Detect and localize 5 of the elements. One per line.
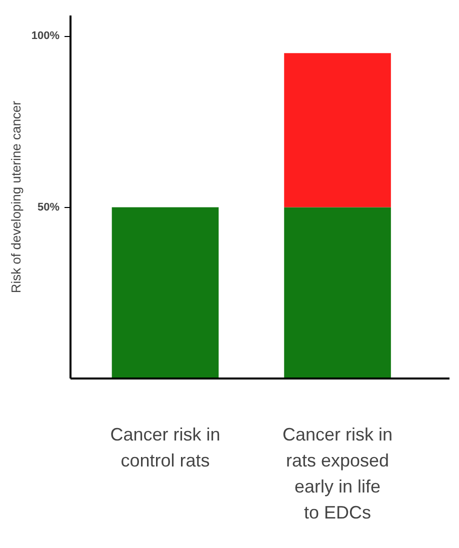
y-tick-label: 100% xyxy=(31,30,60,42)
y-tick-label: 50% xyxy=(37,201,60,214)
x-tick-label: Cancer risk in rats exposed early in life to EDCs xyxy=(282,424,393,522)
x-tick-label: Cancer risk in control rats xyxy=(110,424,220,470)
y-axis-title: Risk of developing uterine cancer xyxy=(8,100,24,294)
